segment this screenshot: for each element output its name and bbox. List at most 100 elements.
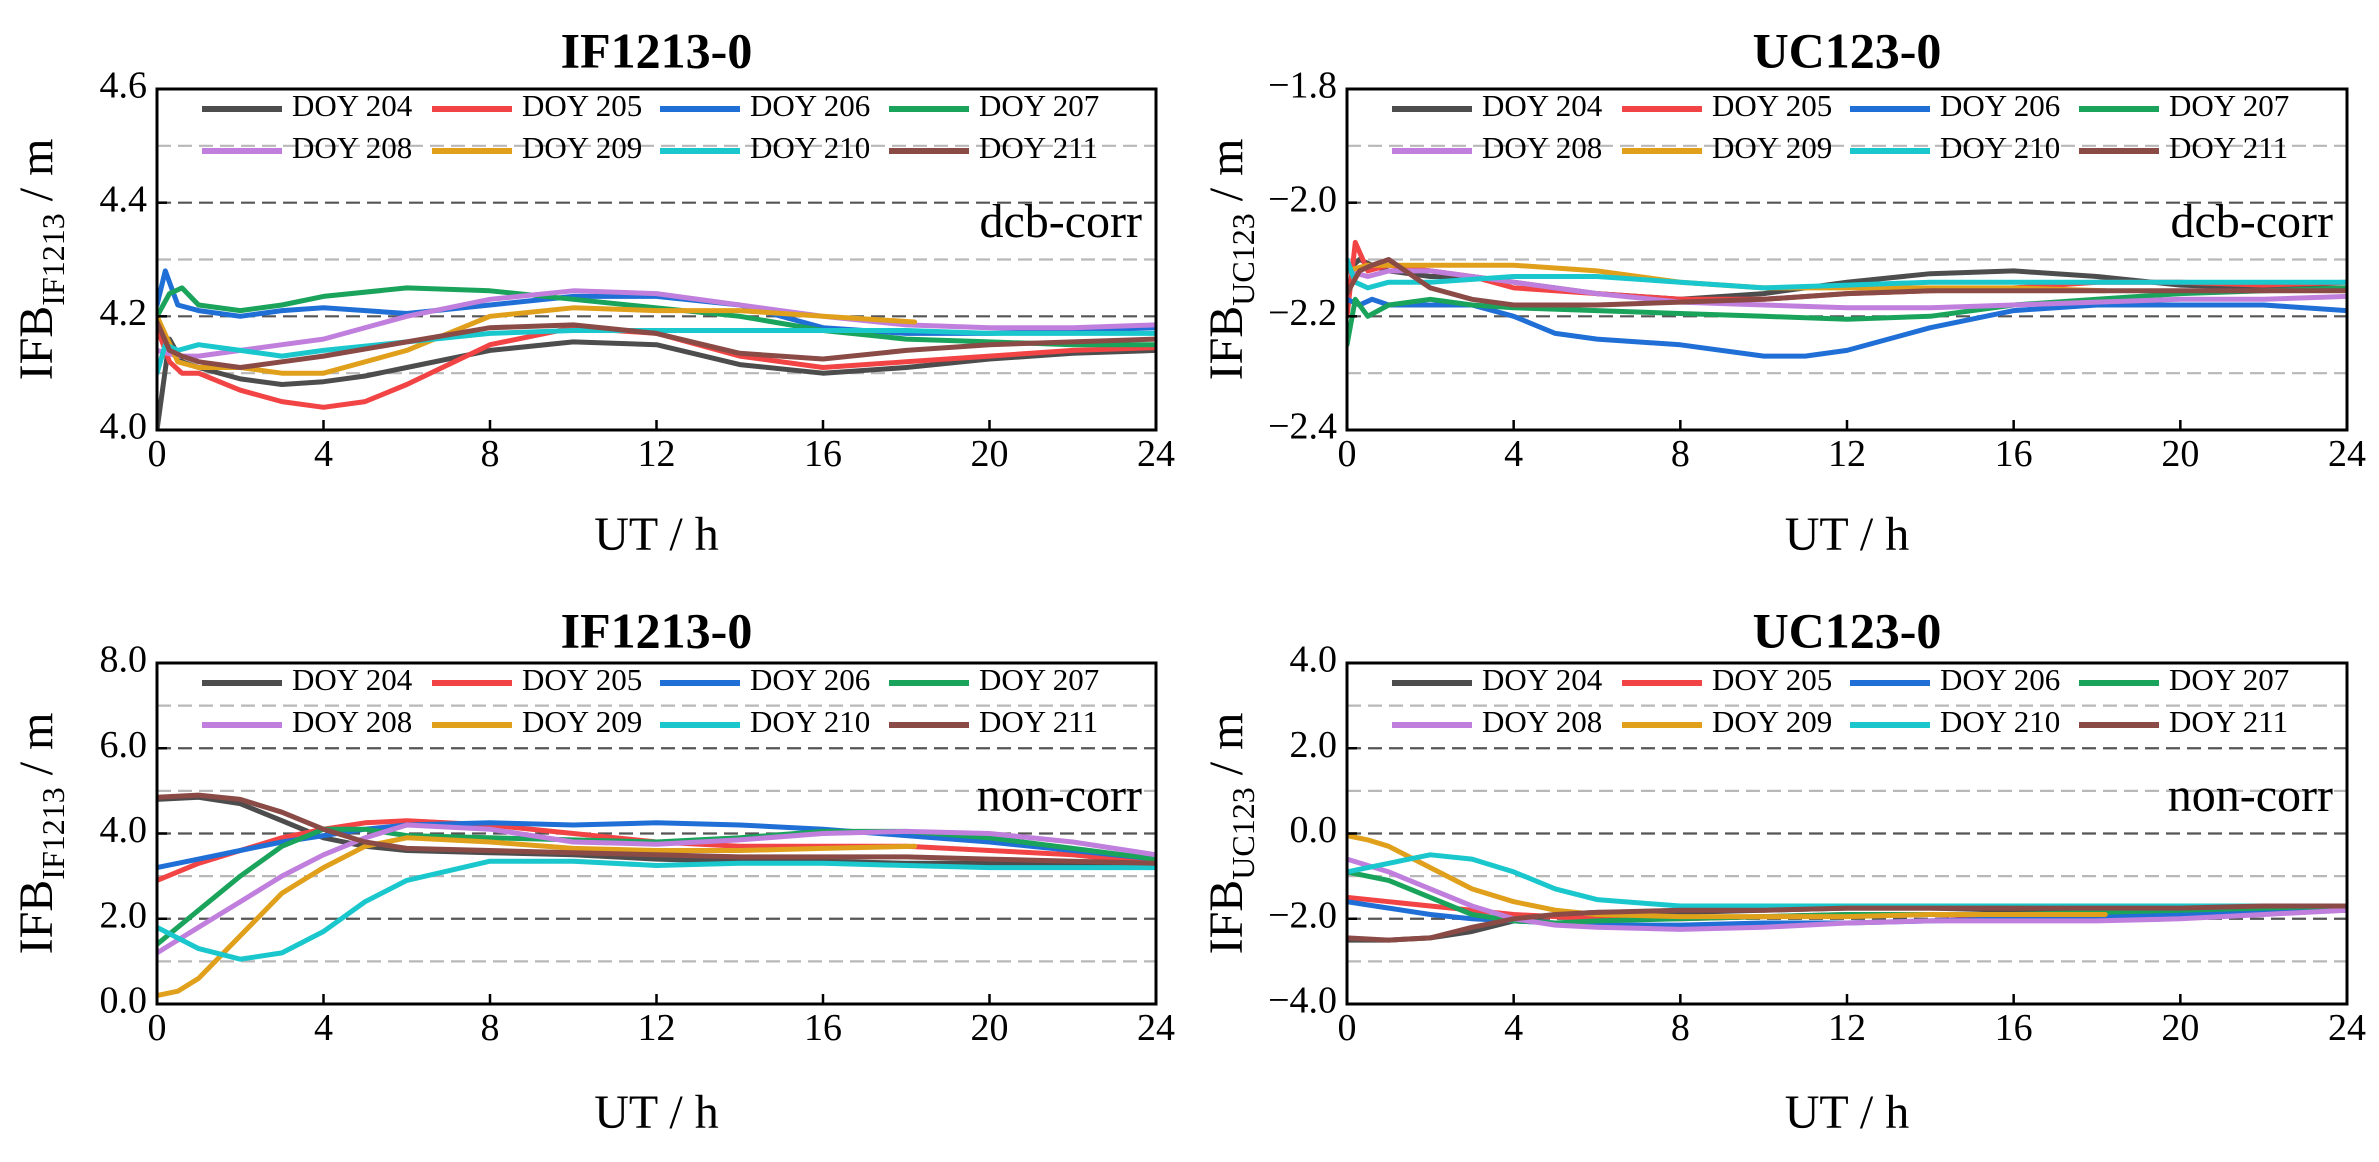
y-label-main: IFB: [1200, 880, 1253, 955]
series-line-doy-208: [1347, 856, 2347, 932]
legend-label: DOY 211: [2169, 130, 2288, 165]
legend-label: DOY 209: [1712, 130, 1832, 165]
y-label-main: IFB: [10, 880, 63, 955]
legend-label: DOY 204: [1482, 88, 1603, 123]
series-group: [1347, 833, 2347, 943]
chart-panel-2: UC123-0 0 4 8 12 16 20 24 −2.4 −2.2 −2.0 −1.8 UT / h…: [1200, 22, 2366, 561]
legend-label: DOY 204: [1482, 662, 1603, 697]
series-line-doy-209: [157, 835, 918, 998]
x-tick-label: 8: [1671, 433, 1690, 475]
y-axis-label: IFBIF1213 / m: [10, 713, 71, 955]
chart-panel-3: IF1213-0 0 4 8 12 16 20 24 0.0 2.0 4.0 6.0 8.0 UT / h…: [10, 602, 1175, 1139]
y-label-main: IFB: [10, 306, 63, 381]
y-label-subscript: IF1213: [35, 787, 71, 879]
legend-label: DOY 206: [1940, 662, 2060, 697]
legend-label: DOY 207: [2169, 662, 2289, 697]
series-line-doy-207: [157, 285, 1156, 348]
x-tick-label: 20: [971, 1007, 1009, 1049]
series-line-doy-211: [157, 792, 1156, 866]
x-tick-label: 16: [1995, 433, 2033, 475]
x-tick-label: 8: [481, 1007, 500, 1049]
x-tick-label: 20: [971, 433, 1009, 475]
series-line-doy-209: [1347, 262, 2108, 294]
series-line-doy-206: [157, 820, 1156, 871]
legend-label: DOY 210: [1940, 704, 2060, 739]
y-tick-label: 4.2: [100, 292, 148, 334]
legend-label: DOY 210: [750, 704, 870, 739]
y-label-main: IFB: [1200, 306, 1253, 381]
x-tick-label: 24: [2328, 433, 2366, 475]
series-line-doy-207: [1347, 285, 2347, 348]
legend-label: DOY 206: [750, 88, 870, 123]
legend-label: DOY 211: [979, 704, 1098, 739]
legend: DOY 204 DOY 205 DOY 206 DOY 207 DOY 208 DOY 2…: [202, 88, 1099, 165]
x-tick-label: 0: [148, 1007, 167, 1049]
y-tick-label: 4.0: [1290, 639, 1338, 681]
series-line-doy-210: [157, 858, 1156, 962]
annotation-label: non-corr: [977, 769, 1142, 822]
y-tick-label: 0.0: [1290, 809, 1338, 851]
chart-title: UC123-0: [1753, 602, 1942, 658]
y-tick-label: 2.0: [100, 894, 148, 936]
y-tick-label: −1.8: [1268, 65, 1337, 107]
y-label-unit: / m: [1200, 713, 1253, 788]
x-tick-label: 24: [1137, 433, 1175, 475]
legend-label: DOY 207: [979, 662, 1099, 697]
y-tick-label: 8.0: [100, 639, 148, 681]
y-label-subscript: UC123: [1225, 787, 1261, 879]
legend-label: DOY 210: [1940, 130, 2060, 165]
series-group: [1347, 239, 2347, 359]
x-tick-label: 0: [148, 433, 167, 475]
series-group: [157, 268, 1156, 430]
x-tick-label: 8: [481, 433, 500, 475]
y-tick-label: −2.0: [1268, 178, 1337, 220]
y-label-unit: / m: [10, 139, 63, 214]
x-tick-label: 4: [1504, 1007, 1523, 1049]
x-tick-label: 20: [2161, 1007, 2199, 1049]
legend: DOY 204 DOY 205 DOY 206 DOY 207 DOY 208 DOY 2…: [1392, 662, 2289, 739]
x-axis-label: UT / h: [594, 1086, 718, 1139]
legend-label: DOY 210: [750, 130, 870, 165]
series-line-doy-208: [157, 288, 1156, 359]
series-line-doy-211: [157, 319, 1156, 370]
y-tick-label: 6.0: [100, 724, 148, 766]
series-line-doy-209: [157, 305, 918, 376]
legend-label: DOY 208: [1482, 130, 1602, 165]
x-tick-label: 12: [638, 1007, 676, 1049]
y-tick-label: 0.0: [100, 980, 148, 1022]
legend: DOY 204 DOY 205 DOY 206 DOY 207 DOY 208 DOY 2…: [1392, 88, 2289, 165]
y-tick-label: 4.0: [100, 809, 148, 851]
x-tick-label: 4: [314, 1007, 333, 1049]
chart-title: UC123-0: [1753, 22, 1942, 78]
y-tick-label: 2.0: [1290, 724, 1338, 766]
legend-label: DOY 205: [522, 88, 642, 123]
x-tick-label: 24: [2328, 1007, 2366, 1049]
y-tick-label: 4.4: [100, 178, 148, 220]
annotation-label: non-corr: [2168, 769, 2333, 822]
series-line-doy-205: [157, 325, 1156, 410]
legend-label: DOY 205: [522, 662, 642, 697]
y-label-subscript: UC123: [1225, 213, 1261, 305]
x-tick-label: 0: [1338, 433, 1357, 475]
annotation-label: dcb-corr: [979, 195, 1142, 248]
legend-label: DOY 207: [979, 88, 1099, 123]
y-tick-label: −4.0: [1268, 980, 1337, 1022]
series-line-doy-206: [1347, 899, 2347, 928]
x-tick-label: 12: [1828, 1007, 1866, 1049]
y-tick-label: −2.2: [1268, 292, 1337, 334]
legend-label: DOY 209: [522, 130, 642, 165]
legend-label: DOY 204: [292, 88, 413, 123]
legend-label: DOY 208: [292, 704, 412, 739]
series-line-doy-210: [1347, 257, 2347, 291]
x-tick-label: 20: [2161, 433, 2199, 475]
legend-label: DOY 204: [292, 662, 413, 697]
legend-label: DOY 209: [522, 704, 642, 739]
series-line-doy-211: [1347, 903, 2347, 943]
x-tick-label: 16: [804, 1007, 842, 1049]
x-tick-label: 24: [1137, 1007, 1175, 1049]
y-axis-label: IFBUC123 / m: [1200, 139, 1261, 381]
x-tick-label: 16: [804, 433, 842, 475]
legend-label: DOY 208: [1482, 704, 1602, 739]
x-tick-label: 12: [1828, 433, 1866, 475]
